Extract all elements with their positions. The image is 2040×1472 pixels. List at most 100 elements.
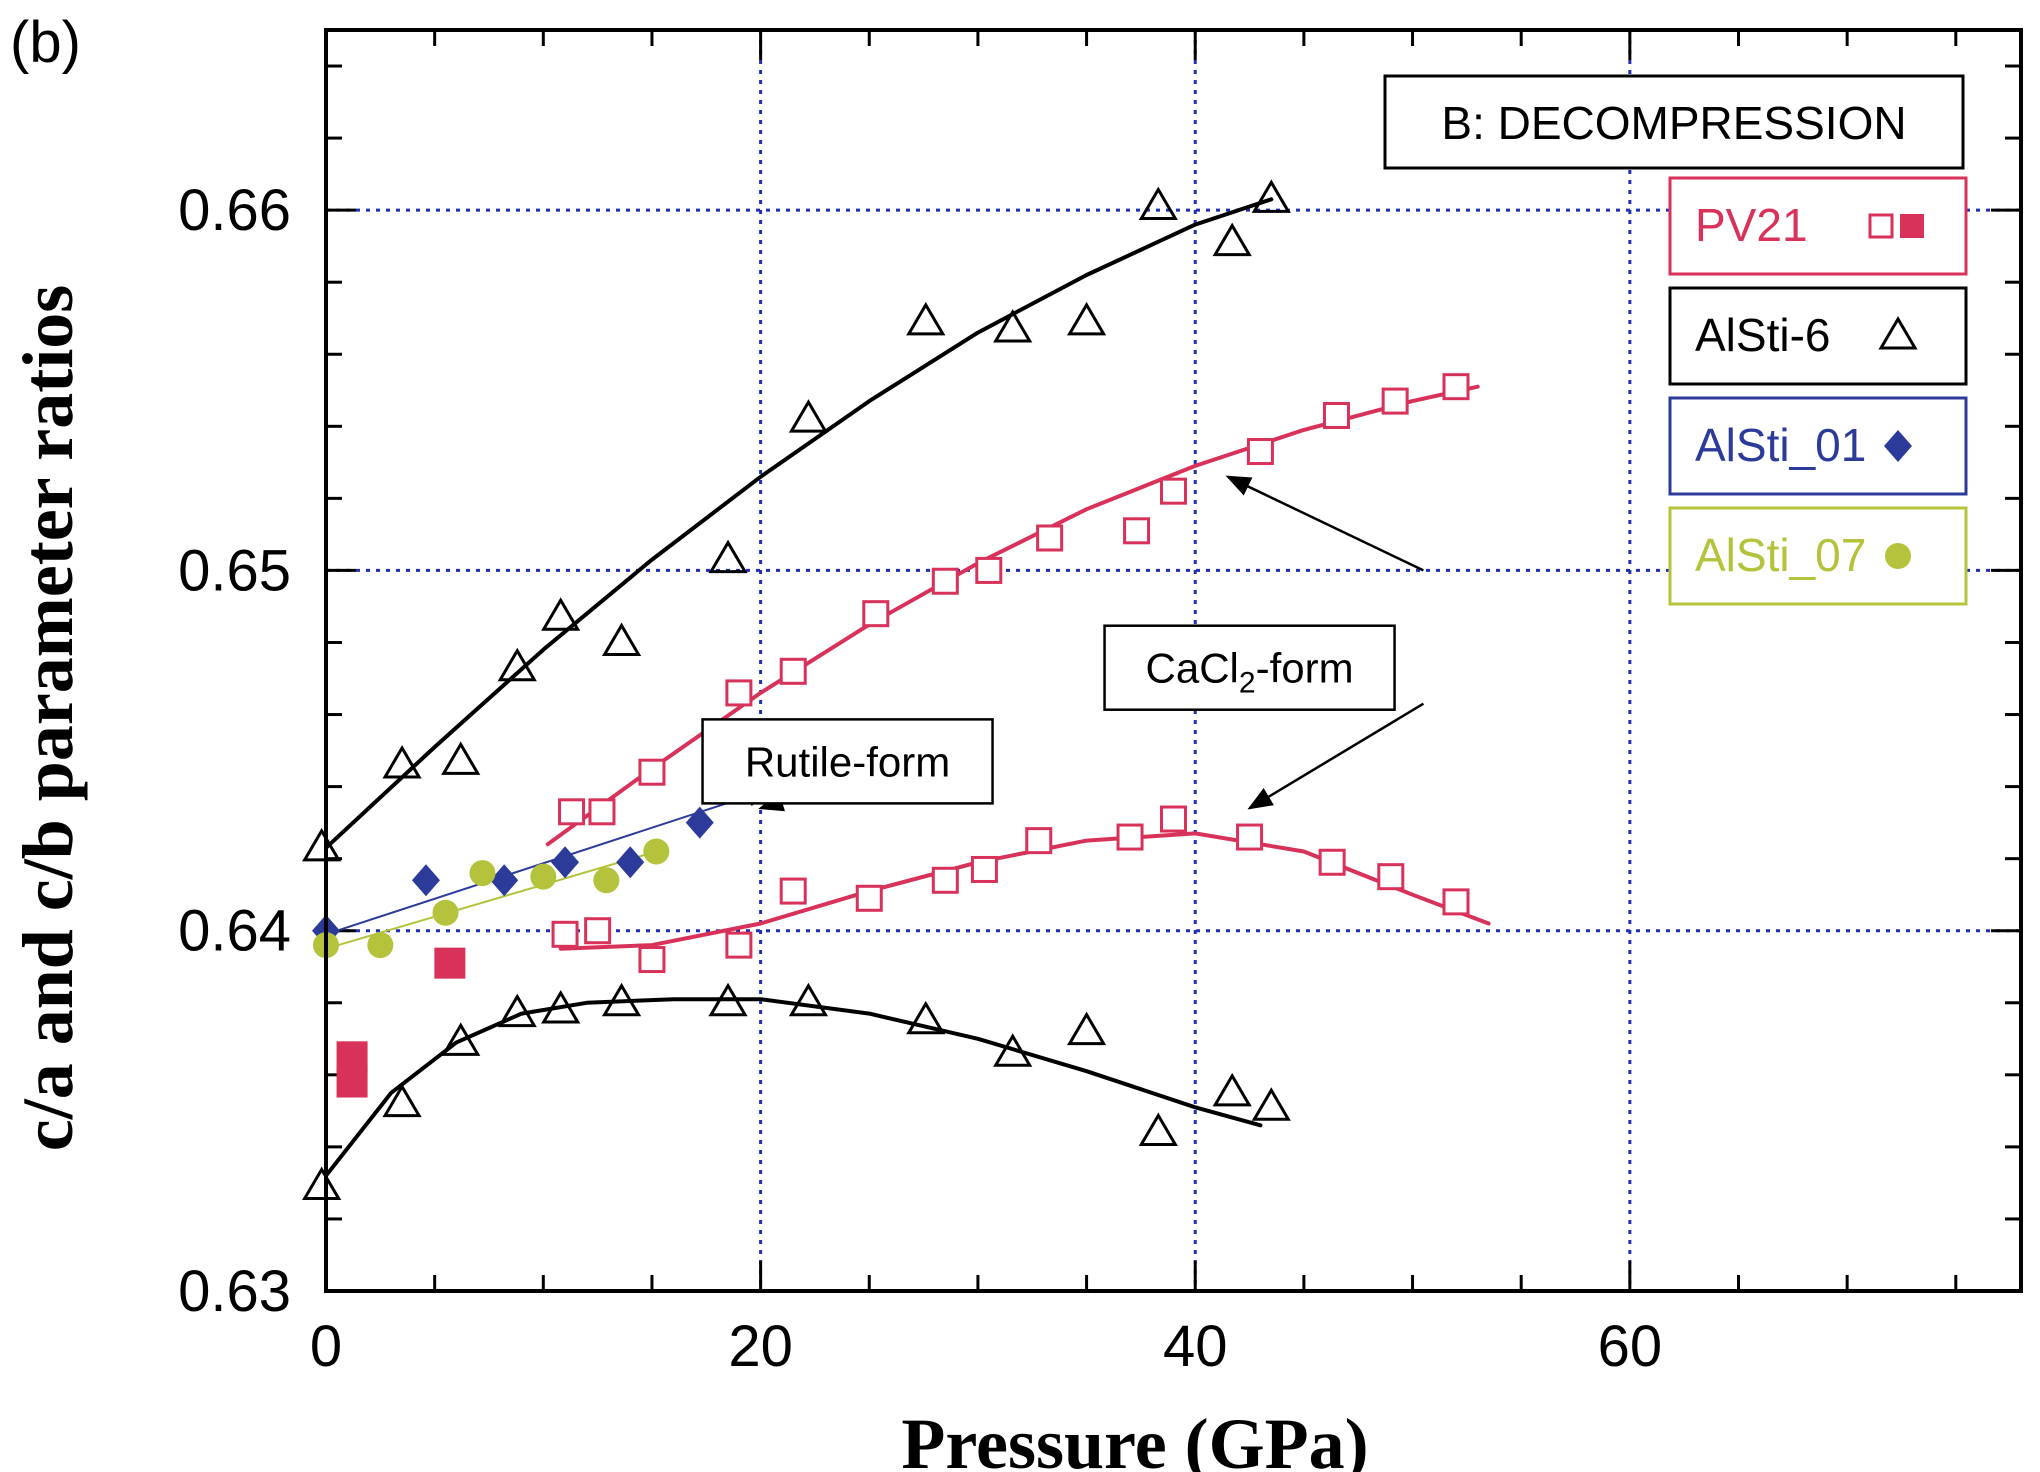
data-point-triangle: [497, 993, 537, 1028]
data-point-triangle: [1212, 222, 1252, 257]
data-point-triangle: [1138, 186, 1178, 221]
data-point-square-open: [1322, 402, 1350, 430]
annotation-box: [701, 718, 994, 805]
data-point-square-open: [1160, 805, 1187, 833]
data-point-diamond: [685, 806, 714, 839]
data-point-circle: [643, 838, 670, 865]
legend-label: PV21: [1695, 199, 1808, 251]
data-point-square-open: [855, 884, 883, 912]
x-axis-title: Pressure (GPa): [901, 1404, 1368, 1472]
chart-title: B: DECOMPRESSION: [1441, 97, 1906, 149]
data-point-square-open: [1318, 848, 1346, 876]
data-point-triangle: [788, 399, 829, 433]
annotations: CaCl2-form Rutile-form: [701, 624, 1396, 805]
data-point-triangle: [382, 745, 422, 779]
data-point-square-open: [1123, 517, 1151, 545]
data-point-diamond: [551, 846, 580, 879]
data-point-triangle: [601, 622, 642, 656]
data-point-triangle: [382, 1083, 422, 1118]
data-point-square-open: [558, 798, 586, 826]
data-point-circle: [593, 867, 620, 894]
y-tick-label: 0.63: [178, 1259, 291, 1324]
data-point-square-open: [975, 556, 1003, 584]
annotation-arrow: [1247, 702, 1425, 810]
data-point-square-open: [1381, 387, 1409, 415]
data-point-triangle: [906, 1000, 946, 1035]
data-point-circle: [432, 899, 459, 926]
fit-curve: [324, 997, 1263, 1178]
data-point-triangle: [1251, 1087, 1291, 1121]
data-point-square-open: [779, 877, 807, 905]
data-point-circle: [469, 860, 496, 887]
data-point-square-open: [584, 917, 612, 945]
data-point-triangle: [708, 982, 748, 1017]
data-point-triangle: [441, 1022, 481, 1056]
data-point-triangle: [541, 597, 581, 631]
panel-label: (b): [10, 10, 81, 75]
legend-marker-square-filled: [1900, 214, 1924, 238]
annotation-box: [1103, 624, 1396, 711]
data-point-square-open: [638, 758, 666, 786]
x-tick-labels: 0 20 40 60: [310, 1314, 1662, 1379]
data-point-triangle: [708, 539, 748, 574]
y-tick-label: 0.64: [178, 899, 291, 964]
y-tick-labels: 0.63 0.64 0.65 0.66: [178, 178, 291, 1324]
fit-curve: [324, 197, 1274, 850]
data-point-triangle: [497, 647, 537, 682]
data-point-square-open: [1160, 477, 1187, 505]
data-point-square-open: [638, 946, 666, 974]
legend-box: [1668, 506, 1968, 606]
data-point-square-filled: [434, 947, 466, 979]
data-point-triangle: [993, 1033, 1033, 1067]
data-point-square-open: [1442, 888, 1470, 916]
data-point-square-open: [1442, 373, 1470, 401]
data-point-square-open: [588, 798, 616, 826]
data-point-circle: [530, 863, 557, 890]
data-point-square-open: [1116, 823, 1144, 851]
y-tick-label: 0.66: [178, 178, 291, 243]
data-point-diamond: [616, 846, 645, 879]
title-box: B: DECOMPRESSION: [1383, 74, 1965, 170]
data-point-square-open: [1236, 823, 1264, 851]
data-point-square-open: [1036, 524, 1064, 552]
data-point-circle: [367, 932, 394, 959]
legend-box: [1668, 396, 1968, 496]
legend-marker-square-open: [1868, 213, 1894, 239]
legend-label: AlSti-6: [1695, 309, 1830, 361]
data-point-triangle: [441, 741, 481, 775]
data-point-square-filled: [336, 1066, 368, 1098]
data-point-diamond: [490, 864, 519, 897]
data-point-triangle: [302, 1166, 342, 1201]
annotation-label: Rutile-form: [745, 738, 950, 785]
y-axis-title: c/a and c/b parameter ratios: [8, 285, 88, 1152]
data-point-square-open: [862, 600, 890, 628]
plot-frame: [324, 28, 2023, 1293]
data-point-triangle: [1066, 1011, 1107, 1046]
data-point-square-open: [551, 920, 579, 948]
data-point-triangle: [906, 301, 946, 336]
x-tick-label: 40: [1163, 1314, 1228, 1379]
data-point-square-open: [1246, 438, 1274, 466]
y-tick-label: 0.65: [178, 538, 291, 603]
data-point-triangle: [1251, 179, 1291, 213]
data-point-diamond: [411, 864, 440, 897]
data-point-triangle: [993, 309, 1033, 343]
data-point-square-open: [725, 679, 753, 707]
legend-marker-triangle: [1878, 316, 1918, 350]
data-point-square-open: [779, 657, 807, 685]
data-point-square-open: [725, 931, 753, 959]
data-point-square-open: [931, 567, 959, 595]
data-point-triangle: [1138, 1112, 1178, 1146]
data-point-triangle: [1066, 301, 1107, 336]
legend-box: [1668, 286, 1968, 386]
legend-label: AlSti_01: [1695, 419, 1866, 471]
fit-curve: [545, 384, 1480, 847]
data-point-square-open: [1377, 863, 1405, 891]
legend-marker-diamond: [1884, 430, 1912, 462]
legend-marker-circle: [1885, 543, 1911, 569]
legend: PV21 AlSti-6 AlSti_01 AlSti_07: [1668, 176, 1968, 606]
data-point-triangle: [788, 982, 829, 1017]
data-point-square-open: [1025, 827, 1053, 855]
data-point-triangle: [541, 990, 581, 1024]
